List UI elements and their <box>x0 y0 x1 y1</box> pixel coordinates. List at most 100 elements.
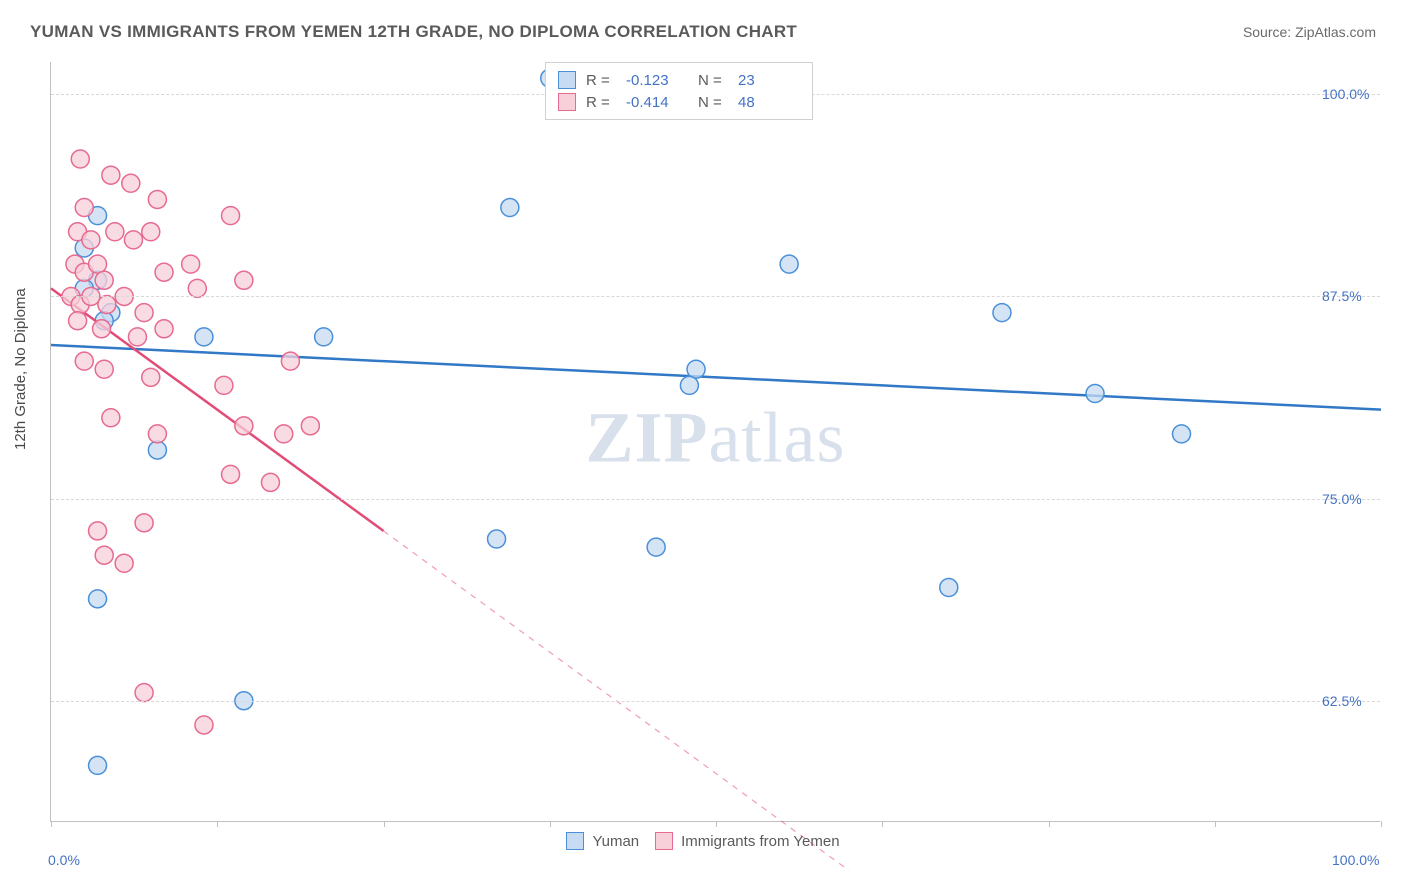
y-tick-label: 100.0% <box>1322 86 1382 102</box>
data-point <box>1086 384 1104 402</box>
y-tick-label: 62.5% <box>1322 693 1382 709</box>
trend-line <box>51 345 1381 410</box>
chart-header: YUMAN VS IMMIGRANTS FROM YEMEN 12TH GRAD… <box>0 0 1406 52</box>
data-point <box>215 376 233 394</box>
data-point <box>235 271 253 289</box>
data-point <box>687 360 705 378</box>
data-point <box>222 465 240 483</box>
data-point <box>135 514 153 532</box>
legend-swatch <box>558 93 576 111</box>
x-tick <box>384 821 385 827</box>
data-point <box>155 263 173 281</box>
legend-item: Immigrants from Yemen <box>655 832 839 850</box>
data-point <box>647 538 665 556</box>
n-label: N = <box>698 94 728 111</box>
data-point <box>89 522 107 540</box>
scatter-svg <box>51 62 1380 821</box>
data-point <box>102 409 120 427</box>
data-point <box>75 199 93 217</box>
x-tick <box>51 821 52 827</box>
data-point <box>95 360 113 378</box>
legend-row: R = -0.414 N = 48 <box>558 91 800 113</box>
x-tick-label: 0.0% <box>48 852 80 868</box>
x-tick-label: 100.0% <box>1332 852 1379 868</box>
y-axis-title: 12th Grade, No Diploma <box>12 288 29 450</box>
chart-plot-area: ZIPatlas <box>50 62 1380 822</box>
data-point <box>69 312 87 330</box>
data-point <box>128 328 146 346</box>
data-point <box>261 473 279 491</box>
data-point <box>142 368 160 386</box>
x-tick <box>1381 821 1382 827</box>
data-point <box>135 684 153 702</box>
data-point <box>940 579 958 597</box>
data-point <box>82 231 100 249</box>
data-point <box>501 199 519 217</box>
legend-swatch <box>655 832 673 850</box>
data-point <box>89 590 107 608</box>
legend-swatch <box>566 832 584 850</box>
data-point <box>993 304 1011 322</box>
data-point <box>148 441 166 459</box>
data-point <box>281 352 299 370</box>
legend-label: Immigrants from Yemen <box>681 833 839 850</box>
data-point <box>115 554 133 572</box>
x-tick <box>716 821 717 827</box>
data-point <box>235 417 253 435</box>
n-value: 48 <box>738 94 800 111</box>
gridline <box>51 296 1380 297</box>
r-label: R = <box>586 72 616 89</box>
data-point <box>148 425 166 443</box>
data-point <box>135 304 153 322</box>
data-point <box>148 190 166 208</box>
n-value: 23 <box>738 72 800 89</box>
r-label: R = <box>586 94 616 111</box>
data-point <box>155 320 173 338</box>
data-point <box>301 417 319 435</box>
data-point <box>89 255 107 273</box>
gridline <box>51 499 1380 500</box>
legend-label: Yuman <box>592 833 639 850</box>
source-attribution: Source: ZipAtlas.com <box>1243 24 1376 40</box>
correlation-legend: R = -0.123 N = 23 R = -0.414 N = 48 <box>545 62 813 120</box>
data-point <box>93 320 111 338</box>
data-point <box>315 328 333 346</box>
data-point <box>98 296 116 314</box>
y-tick-label: 87.5% <box>1322 288 1382 304</box>
legend-row: R = -0.123 N = 23 <box>558 69 800 91</box>
data-point <box>1173 425 1191 443</box>
x-tick <box>550 821 551 827</box>
data-point <box>75 352 93 370</box>
data-point <box>124 231 142 249</box>
data-point <box>195 716 213 734</box>
x-tick <box>217 821 218 827</box>
y-tick-label: 75.0% <box>1322 491 1382 507</box>
data-point <box>488 530 506 548</box>
data-point <box>188 279 206 297</box>
data-point <box>195 328 213 346</box>
r-value: -0.123 <box>626 72 688 89</box>
x-tick <box>1049 821 1050 827</box>
legend-item: Yuman <box>566 832 639 850</box>
legend-swatch <box>558 71 576 89</box>
x-tick <box>882 821 883 827</box>
data-point <box>222 207 240 225</box>
chart-title: YUMAN VS IMMIGRANTS FROM YEMEN 12TH GRAD… <box>30 22 797 42</box>
data-point <box>122 174 140 192</box>
data-point <box>680 376 698 394</box>
data-point <box>71 150 89 168</box>
data-point <box>780 255 798 273</box>
data-point <box>142 223 160 241</box>
data-point <box>182 255 200 273</box>
data-point <box>106 223 124 241</box>
x-tick <box>1215 821 1216 827</box>
data-point <box>95 271 113 289</box>
gridline <box>51 701 1380 702</box>
data-point <box>89 756 107 774</box>
series-legend: Yuman Immigrants from Yemen <box>0 832 1406 850</box>
n-label: N = <box>698 72 728 89</box>
r-value: -0.414 <box>626 94 688 111</box>
data-point <box>275 425 293 443</box>
data-point <box>102 166 120 184</box>
data-point <box>95 546 113 564</box>
